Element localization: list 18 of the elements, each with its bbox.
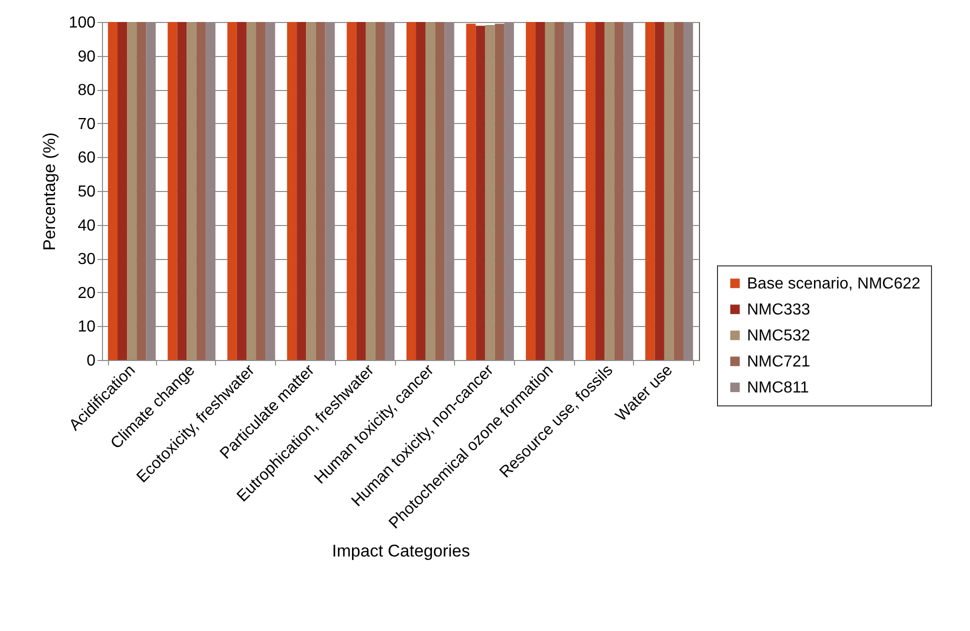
legend-label: NMC532 [747,327,810,344]
y-tick-label: 10 [78,318,96,336]
legend-label: Base scenario, NMC622 [747,275,921,292]
y-axis-title: Percentage (%) [40,132,59,251]
y-tick-label: 90 [78,48,96,66]
y-tick-label: 70 [78,116,96,133]
legend-label: NMC811 [747,379,810,396]
y-tick-label: 40 [78,217,96,234]
y-tick-label: 50 [78,184,96,200]
y-tick-label: 30 [78,251,96,268]
x-axis-title: Impact Categories [332,542,470,561]
legend-label: NMC333 [747,301,810,318]
y-tick-label: 100 [68,14,96,32]
legend-label: NMC721 [747,353,810,370]
y-tick-label: 20 [78,284,96,302]
y-tick-label: 60 [78,150,96,167]
y-tick-label: 80 [78,82,96,100]
y-tick-label: 0 [86,352,96,370]
